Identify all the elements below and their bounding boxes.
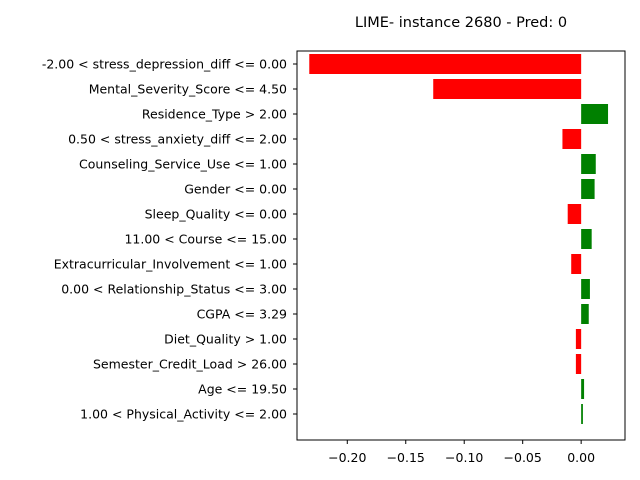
bar-5 xyxy=(581,179,595,199)
y-tick-label-5: Gender <= 0.00 xyxy=(184,182,287,197)
y-tick-labels: -2.00 < stress_depression_diff <= 0.00 Me… xyxy=(42,57,297,422)
y-tick-label-4: Counseling_Service_Use <= 1.00 xyxy=(79,157,287,172)
y-tick-label-12: Semester_Credit_Load > 26.00 xyxy=(93,357,287,372)
x-tick-label-0: −0.20 xyxy=(328,450,366,465)
y-tick-label-6: Sleep_Quality <= 0.00 xyxy=(145,207,287,222)
x-tick-label-4: 0.00 xyxy=(567,450,595,465)
y-tick-label-14: 1.00 < Physical_Activity <= 2.00 xyxy=(80,407,287,422)
y-tick-label-13: Age <= 19.50 xyxy=(198,382,287,397)
y-tick-label-11: Diet_Quality > 1.00 xyxy=(164,332,287,347)
y-tick-label-3: 0.50 < stress_anxiety_diff <= 2.00 xyxy=(68,132,287,147)
y-tick-label-9: 0.00 < Relationship_Status <= 3.00 xyxy=(61,282,287,297)
bar-11 xyxy=(575,329,582,349)
bar-4 xyxy=(581,154,596,174)
bar-9 xyxy=(581,279,590,299)
bars-group xyxy=(309,54,609,424)
plot-frame xyxy=(296,50,626,441)
y-tick-label-10: CGPA <= 3.29 xyxy=(197,307,287,322)
y-tick-label-8: Extracurricular_Involvement <= 1.00 xyxy=(54,257,287,272)
bar-6 xyxy=(567,204,582,224)
y-tick-label-0: -2.00 < stress_depression_diff <= 0.00 xyxy=(42,57,287,72)
x-ticks: −0.20 −0.15 −0.10 −0.05 0.00 xyxy=(328,440,595,465)
x-tick-label-1: −0.15 xyxy=(387,450,425,465)
y-tick-label-7: 11.00 < Course <= 15.00 xyxy=(124,232,287,247)
bar-0 xyxy=(309,54,582,74)
bar-1 xyxy=(433,79,582,99)
bar-3 xyxy=(562,129,582,149)
bar-14 xyxy=(581,404,583,424)
y-tick-label-2: Residence_Type > 2.00 xyxy=(142,107,287,122)
x-tick-label-2: −0.10 xyxy=(445,450,483,465)
bar-8 xyxy=(571,254,582,274)
bar-12 xyxy=(575,354,582,374)
bar-2 xyxy=(581,104,609,124)
y-tick-label-1: Mental_Severity_Score <= 4.50 xyxy=(89,82,287,97)
bar-7 xyxy=(581,229,592,249)
chart-title: LIME- instance 2680 - Pred: 0 xyxy=(355,15,567,31)
bar-13 xyxy=(581,379,585,399)
bar-10 xyxy=(581,304,589,324)
x-tick-label-3: −0.05 xyxy=(504,450,542,465)
